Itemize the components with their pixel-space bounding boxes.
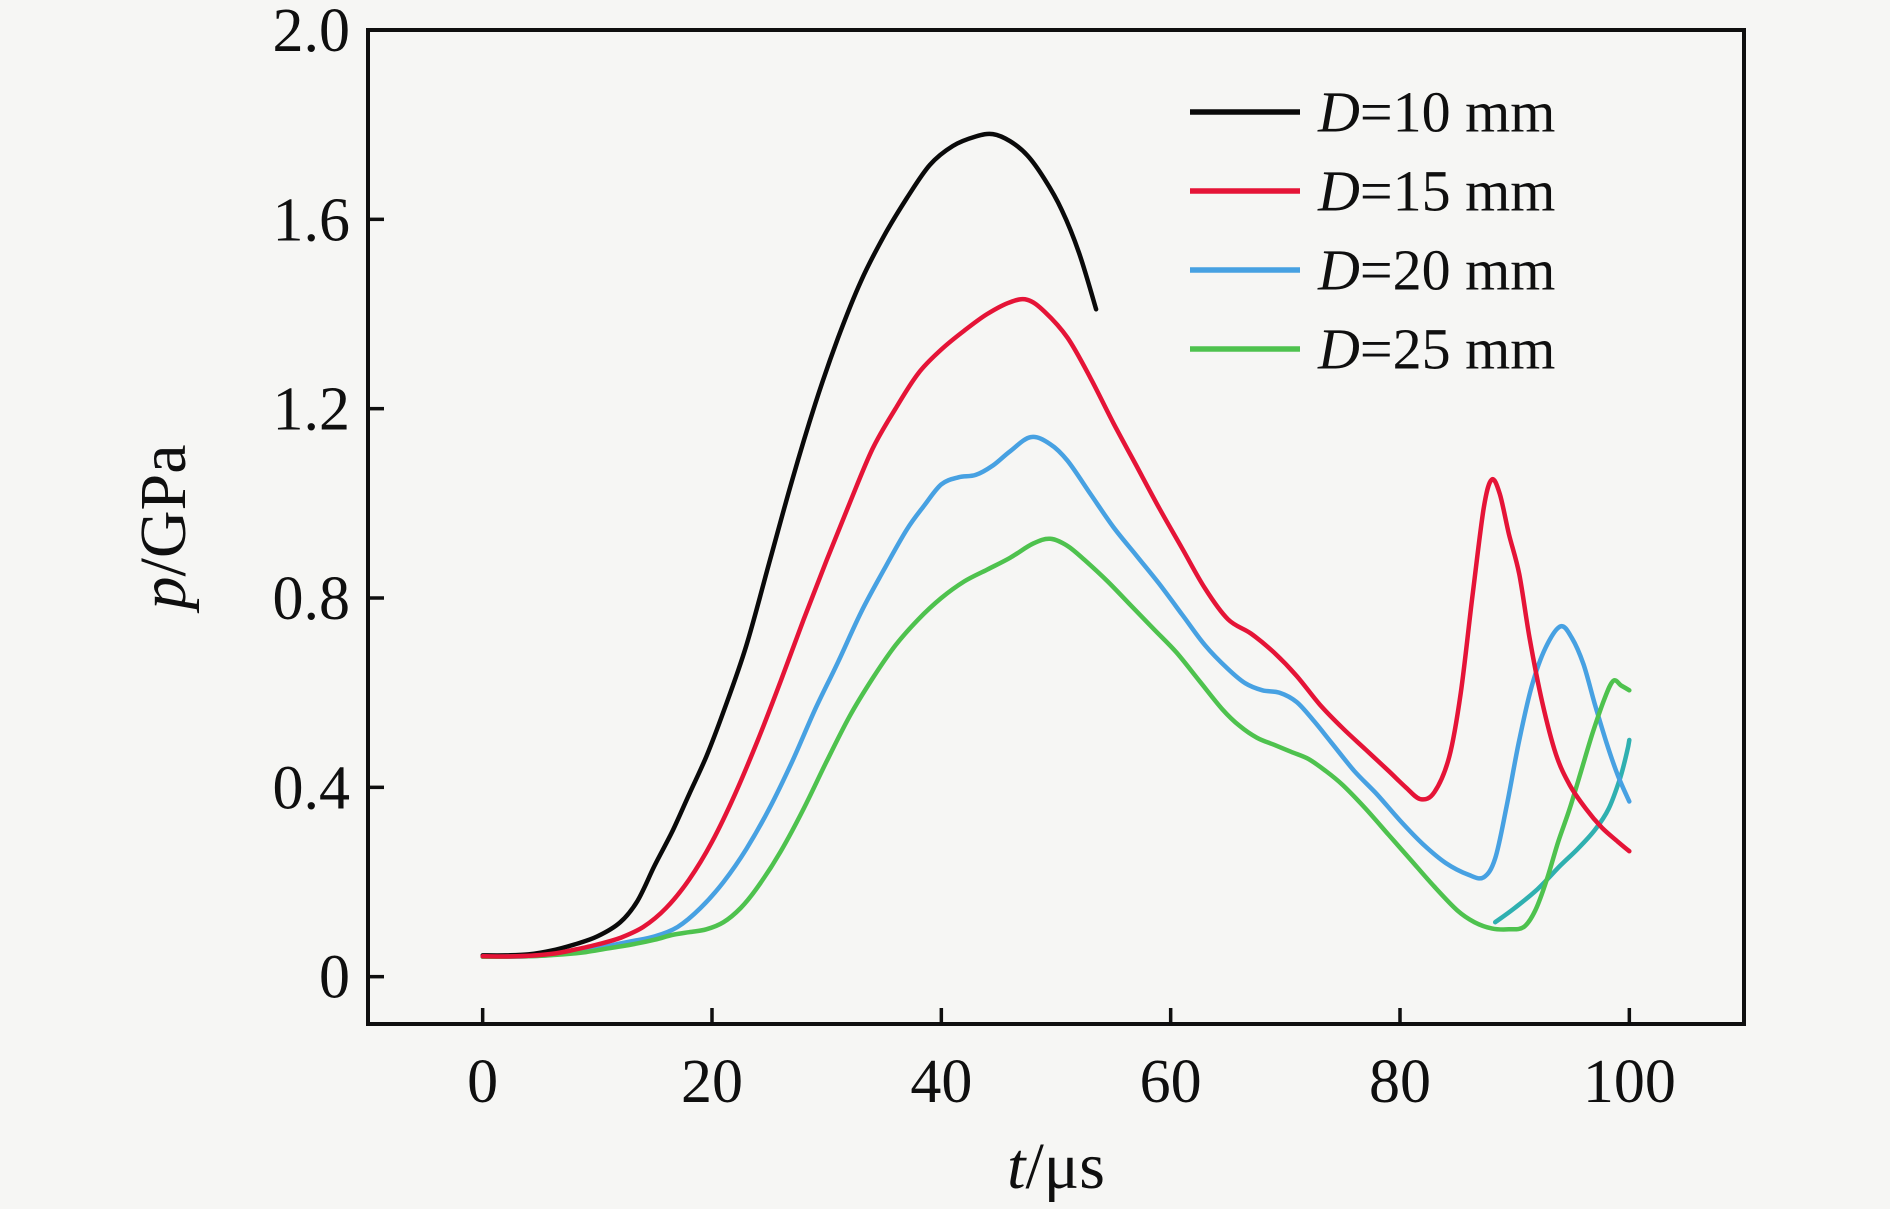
legend-item: D=25 mm bbox=[1190, 317, 1555, 382]
legend-item: D=20 mm bbox=[1190, 238, 1555, 303]
y-tick-label: 2.0 bbox=[273, 0, 351, 65]
legend-label: D=10 mm bbox=[1317, 80, 1555, 145]
x-tick-label: 80 bbox=[1369, 1048, 1431, 1116]
legend-label: D=15 mm bbox=[1317, 159, 1555, 224]
curve-d-20-mm bbox=[480, 434, 1632, 960]
y-tick-label: 1.2 bbox=[273, 376, 351, 444]
curve-d-10-mm bbox=[480, 131, 1099, 958]
x-tick-label: 60 bbox=[1140, 1048, 1202, 1116]
x-axis-title: t/μs bbox=[1007, 1130, 1105, 1203]
y-tick-label: 0 bbox=[319, 944, 350, 1012]
legend-label: D=20 mm bbox=[1317, 238, 1555, 303]
x-tick-label: 0 bbox=[467, 1048, 498, 1116]
x-tick-label: 40 bbox=[910, 1048, 972, 1116]
y-tick-label: 0.4 bbox=[273, 754, 351, 822]
x-tick-label: 100 bbox=[1583, 1048, 1676, 1116]
plot-frame bbox=[366, 28, 1746, 1026]
legend-item: D=15 mm bbox=[1190, 159, 1555, 224]
curve-d-15-mm bbox=[480, 296, 1632, 959]
legend-item: D=10 mm bbox=[1190, 80, 1555, 145]
curve-d-25-mm bbox=[480, 536, 1632, 960]
curve-d-20-mm-tail bbox=[1492, 737, 1632, 925]
y-axis-title: p/GPa bbox=[127, 445, 200, 614]
legend-label: D=25 mm bbox=[1317, 317, 1555, 382]
y-tick-label: 0.8 bbox=[273, 565, 351, 633]
y-tick-label: 1.6 bbox=[273, 186, 351, 254]
x-tick-label: 20 bbox=[681, 1048, 743, 1116]
